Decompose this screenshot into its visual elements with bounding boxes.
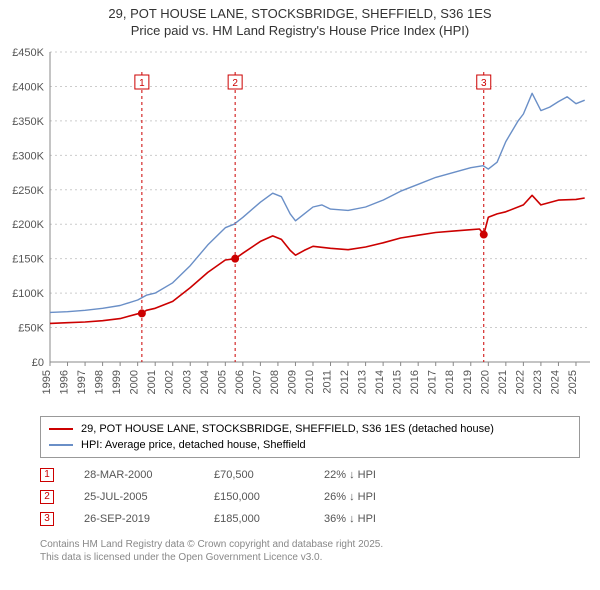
- svg-text:2009: 2009: [286, 370, 298, 394]
- svg-text:£100K: £100K: [12, 288, 44, 300]
- footer-line-2: This data is licensed under the Open Gov…: [40, 551, 580, 564]
- svg-text:2018: 2018: [444, 370, 456, 394]
- sale-date-2: 25-JUL-2005: [84, 491, 184, 503]
- sales-row-1: 1 28-MAR-2000 £70,500 22% ↓ HPI: [40, 464, 580, 486]
- svg-text:1996: 1996: [59, 370, 71, 394]
- legend-label-1: 29, POT HOUSE LANE, STOCKSBRIDGE, SHEFFI…: [81, 423, 494, 435]
- sale-hpi-3: 36% ↓ HPI: [324, 513, 376, 525]
- legend-swatch-2: [49, 444, 73, 446]
- svg-text:1999: 1999: [111, 370, 123, 394]
- svg-text:2016: 2016: [409, 370, 421, 394]
- svg-text:2003: 2003: [181, 370, 193, 394]
- title-line-1: 29, POT HOUSE LANE, STOCKSBRIDGE, SHEFFI…: [0, 6, 600, 23]
- svg-text:2017: 2017: [427, 370, 439, 394]
- sale-date-1: 28-MAR-2000: [84, 469, 184, 481]
- svg-text:£0: £0: [32, 357, 44, 369]
- svg-text:2011: 2011: [322, 370, 334, 394]
- svg-text:£400K: £400K: [12, 81, 44, 93]
- sale-hpi-2: 26% ↓ HPI: [324, 491, 376, 503]
- chart-title-block: 29, POT HOUSE LANE, STOCKSBRIDGE, SHEFFI…: [0, 0, 600, 42]
- sale-price-1: £70,500: [214, 469, 294, 481]
- svg-text:3: 3: [481, 78, 487, 89]
- svg-text:2015: 2015: [392, 370, 404, 394]
- svg-text:2006: 2006: [234, 370, 246, 394]
- svg-text:1: 1: [139, 78, 145, 89]
- legend-swatch-1: [49, 428, 73, 430]
- svg-text:2024: 2024: [549, 370, 561, 394]
- svg-text:2007: 2007: [251, 370, 263, 394]
- svg-text:2012: 2012: [339, 370, 351, 394]
- svg-text:£350K: £350K: [12, 116, 44, 128]
- sale-price-2: £150,000: [214, 491, 294, 503]
- svg-text:2025: 2025: [567, 370, 579, 394]
- sales-row-2: 2 25-JUL-2005 £150,000 26% ↓ HPI: [40, 486, 580, 508]
- svg-text:2001: 2001: [146, 370, 158, 394]
- sale-hpi-1: 22% ↓ HPI: [324, 469, 376, 481]
- svg-text:£450K: £450K: [12, 47, 44, 59]
- legend-item-1: 29, POT HOUSE LANE, STOCKSBRIDGE, SHEFFI…: [49, 421, 571, 437]
- svg-text:1998: 1998: [94, 370, 106, 394]
- svg-text:2010: 2010: [304, 370, 316, 394]
- legend-item-2: HPI: Average price, detached house, Shef…: [49, 437, 571, 453]
- footer: Contains HM Land Registry data © Crown c…: [40, 538, 580, 564]
- chart-svg: £0 £50K £100K £150K £200K £250K £300K £350K £400…: [0, 42, 600, 412]
- sales-row-3: 3 26-SEP-2019 £185,000 36% ↓ HPI: [40, 508, 580, 530]
- sales-table: 1 28-MAR-2000 £70,500 22% ↓ HPI 2 25-JUL…: [40, 464, 580, 530]
- svg-text:2014: 2014: [374, 370, 386, 394]
- sale-price-3: £185,000: [214, 513, 294, 525]
- legend: 29, POT HOUSE LANE, STOCKSBRIDGE, SHEFFI…: [40, 416, 580, 458]
- sale-marker-1: 1: [40, 468, 54, 482]
- svg-text:£300K: £300K: [12, 150, 44, 162]
- svg-text:2008: 2008: [269, 370, 281, 394]
- footer-line-1: Contains HM Land Registry data © Crown c…: [40, 538, 580, 551]
- svg-text:2019: 2019: [462, 370, 474, 394]
- svg-text:£150K: £150K: [12, 253, 44, 265]
- svg-text:2020: 2020: [479, 370, 491, 394]
- sale-marker-3: 3: [40, 512, 54, 526]
- svg-text:2022: 2022: [514, 370, 526, 394]
- svg-text:2005: 2005: [216, 370, 228, 394]
- sale-date-3: 26-SEP-2019: [84, 513, 184, 525]
- svg-text:2023: 2023: [532, 370, 544, 394]
- svg-text:£250K: £250K: [12, 185, 44, 197]
- svg-text:1997: 1997: [76, 370, 88, 394]
- chart-area: £0 £50K £100K £150K £200K £250K £300K £350K £400…: [0, 42, 600, 412]
- sale-marker-2: 2: [40, 490, 54, 504]
- svg-text:2000: 2000: [129, 370, 141, 394]
- svg-text:£50K: £50K: [18, 322, 44, 334]
- svg-text:2002: 2002: [164, 370, 176, 394]
- legend-label-2: HPI: Average price, detached house, Shef…: [81, 439, 306, 451]
- svg-text:2021: 2021: [497, 370, 509, 394]
- svg-text:2004: 2004: [199, 370, 211, 394]
- svg-text:1995: 1995: [41, 370, 53, 394]
- svg-text:2013: 2013: [357, 370, 369, 394]
- svg-text:£200K: £200K: [12, 219, 44, 231]
- title-line-2: Price paid vs. HM Land Registry's House …: [0, 23, 600, 40]
- svg-text:2: 2: [232, 78, 238, 89]
